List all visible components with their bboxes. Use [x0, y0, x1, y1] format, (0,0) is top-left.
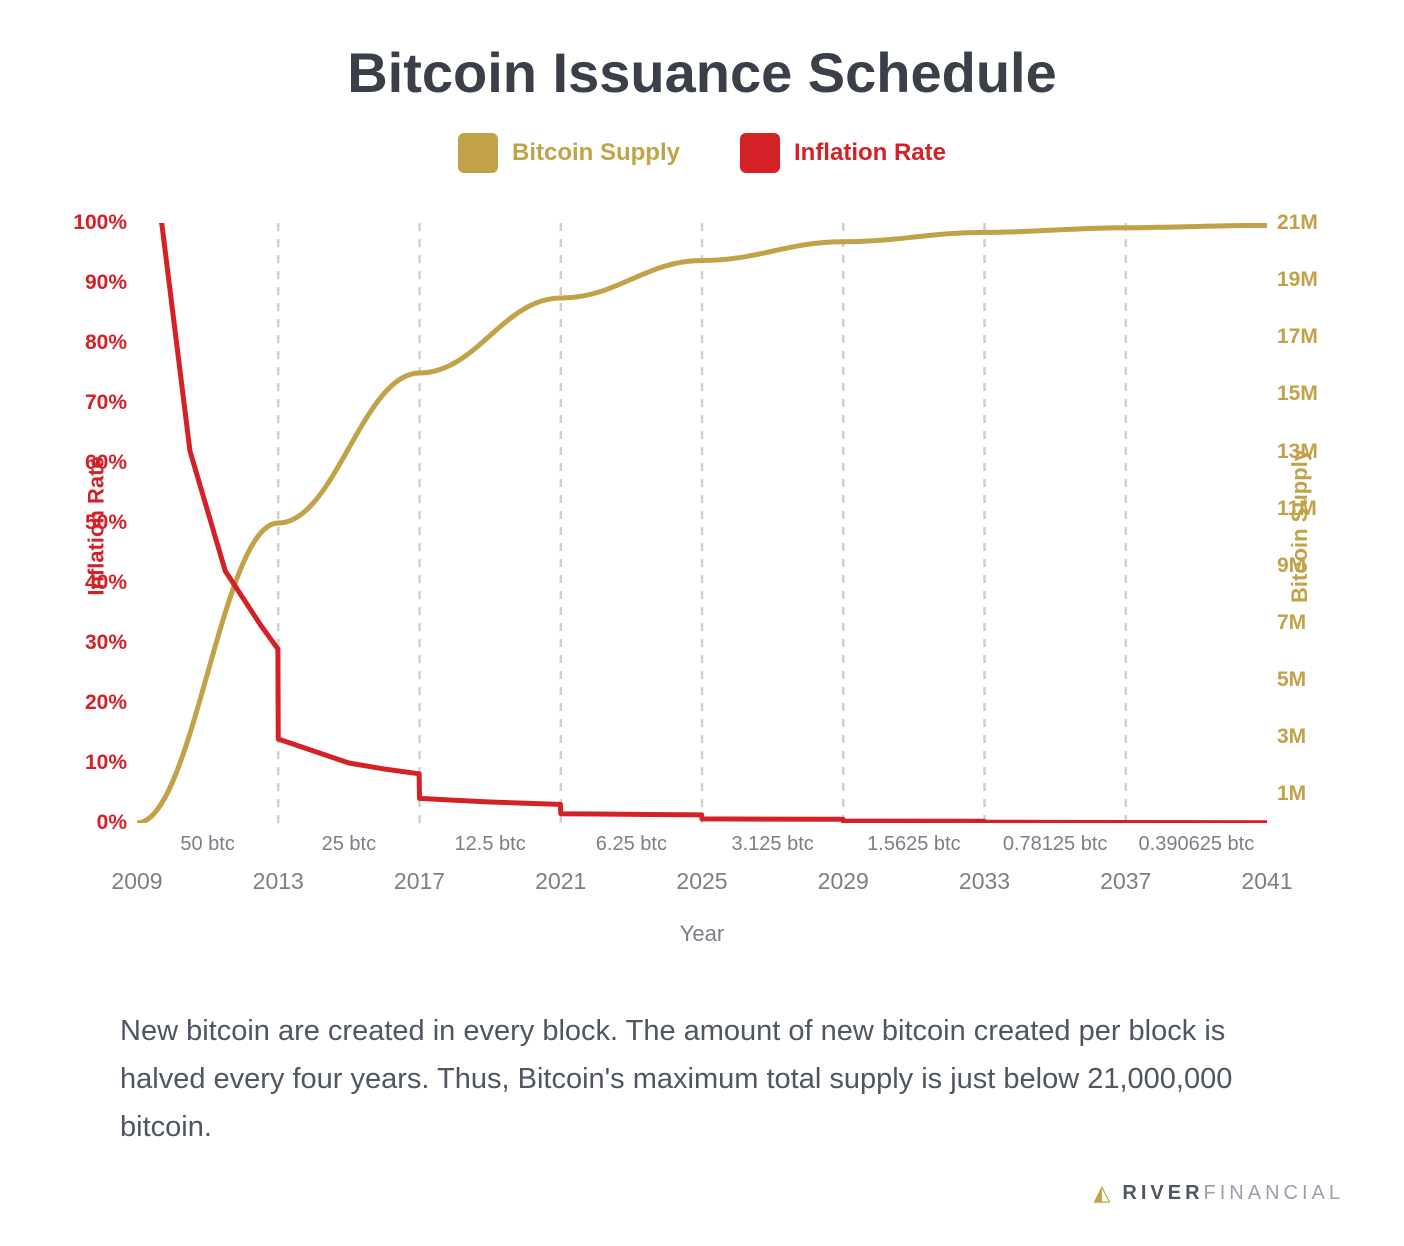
y-right-tick: 11M: [1277, 497, 1317, 521]
x-reward-label: 6.25 btc: [596, 833, 667, 856]
chart-container: Inflation Rate Bitcoin Supply Year 0%10%…: [57, 213, 1347, 953]
x-reward-label: 3.125 btc: [731, 833, 813, 856]
y-left-tick: 70%: [85, 391, 127, 415]
y-right-tick: 7M: [1277, 611, 1306, 635]
brand-footer: ◭ RIVERFINANCIAL: [1093, 1180, 1344, 1206]
x-axis-label: Year: [680, 921, 724, 947]
y-right-tick: 15M: [1277, 382, 1318, 406]
y-right-tick: 17M: [1277, 325, 1318, 349]
legend-item-supply: Bitcoin Supply: [458, 133, 680, 173]
y-right-tick: 19M: [1277, 268, 1318, 292]
brand-name-2: FINANCIAL: [1204, 1182, 1344, 1204]
y-right-tick: 3M: [1277, 725, 1306, 749]
y-left-tick: 90%: [85, 271, 127, 295]
y-left-tick: 30%: [85, 631, 127, 655]
y-left-tick: 0%: [97, 811, 127, 835]
y-right-tick: 13M: [1277, 440, 1318, 464]
plot-svg: [137, 223, 1267, 823]
y-left-tick: 40%: [85, 571, 127, 595]
legend-swatch-supply: [458, 133, 498, 173]
y-right-tick: 1M: [1277, 782, 1306, 806]
y-right-tick: 9M: [1277, 554, 1306, 578]
x-year-tick: 2037: [1100, 868, 1151, 895]
x-year-tick: 2029: [818, 868, 869, 895]
inflation-line: [148, 223, 1267, 823]
legend-label-supply: Bitcoin Supply: [512, 139, 680, 167]
y-axis-right-label: Bitcoin Supply: [1287, 449, 1313, 603]
brand-name-1: RIVER: [1122, 1182, 1203, 1204]
chart-title: Bitcoin Issuance Schedule: [50, 40, 1354, 105]
x-reward-label: 0.78125 btc: [1003, 833, 1108, 856]
x-year-tick: 2013: [253, 868, 304, 895]
x-year-tick: 2017: [394, 868, 445, 895]
y-left-tick: 60%: [85, 451, 127, 475]
x-reward-label: 1.5625 btc: [867, 833, 960, 856]
y-right-tick: 21M: [1277, 211, 1318, 235]
legend-swatch-inflation: [740, 133, 780, 173]
x-year-tick: 2041: [1241, 868, 1292, 895]
x-reward-label: 0.390625 btc: [1139, 833, 1255, 856]
y-left-tick: 20%: [85, 691, 127, 715]
legend-item-inflation: Inflation Rate: [740, 133, 946, 173]
y-left-tick: 100%: [73, 211, 127, 235]
caption-text: New bitcoin are created in every block. …: [120, 1008, 1284, 1152]
legend: Bitcoin Supply Inflation Rate: [50, 133, 1354, 173]
y-right-tick: 5M: [1277, 668, 1306, 692]
y-left-tick: 50%: [85, 511, 127, 535]
brand-logo-icon: ◭: [1093, 1180, 1114, 1206]
x-year-tick: 2009: [111, 868, 162, 895]
supply-line: [137, 225, 1267, 823]
y-left-tick: 80%: [85, 331, 127, 355]
y-left-tick: 10%: [85, 751, 127, 775]
x-reward-label: 12.5 btc: [455, 833, 526, 856]
x-year-tick: 2033: [959, 868, 1010, 895]
x-year-tick: 2025: [676, 868, 727, 895]
plot-area: 0%10%20%30%40%50%60%70%80%90%100%1M3M5M7…: [137, 223, 1267, 823]
x-year-tick: 2021: [535, 868, 586, 895]
legend-label-inflation: Inflation Rate: [794, 139, 946, 167]
x-reward-label: 50 btc: [180, 833, 234, 856]
x-reward-label: 25 btc: [322, 833, 376, 856]
